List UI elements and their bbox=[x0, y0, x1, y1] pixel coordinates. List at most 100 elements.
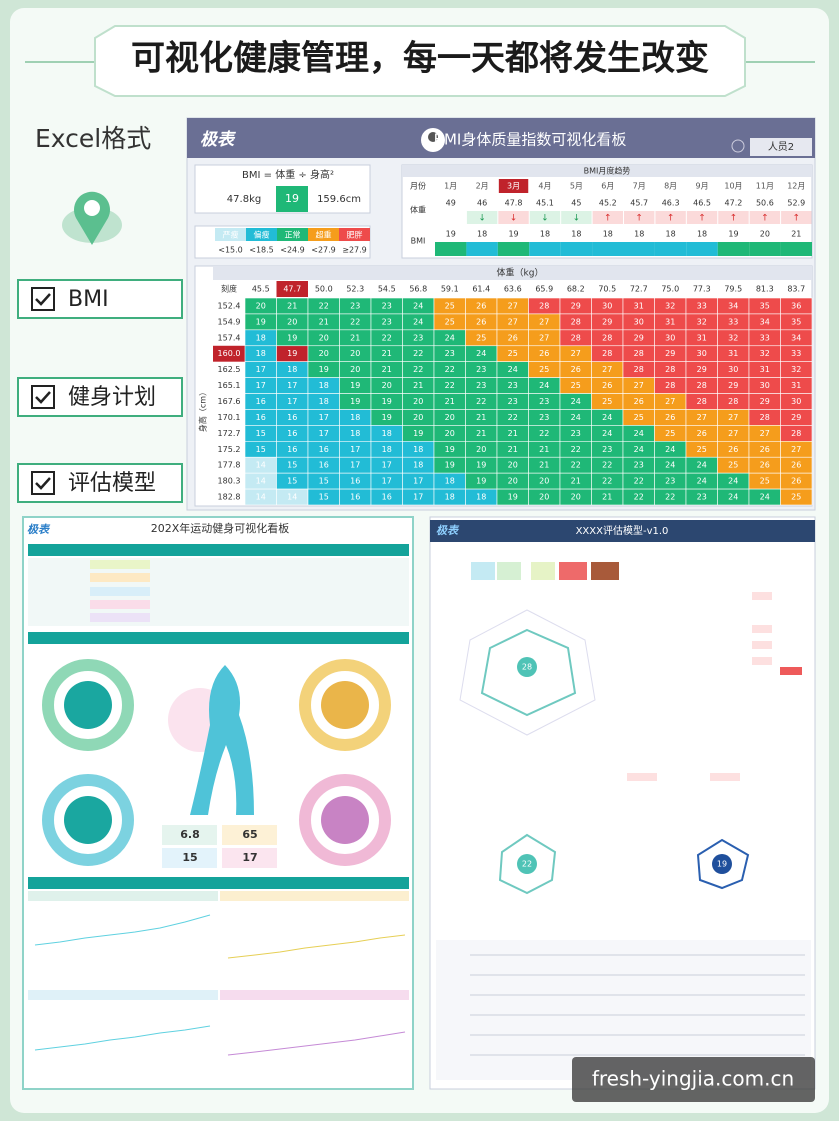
bmi-cell-value: 26 bbox=[697, 429, 707, 438]
bmi-cell-value: 35 bbox=[760, 301, 770, 310]
bmi-cell-value: 22 bbox=[382, 333, 392, 342]
bmi-cell-value: 31 bbox=[665, 317, 675, 326]
level-swatch bbox=[246, 228, 277, 241]
height-label: 157.4 bbox=[218, 333, 241, 342]
bmi-cell-value: 18 bbox=[350, 429, 360, 438]
weight-header: 63.6 bbox=[504, 285, 522, 294]
bmi-cell-value: 22 bbox=[634, 477, 644, 486]
bmi-cell-value: 17 bbox=[256, 365, 266, 374]
bmi-value: 19 bbox=[285, 192, 299, 205]
table-corner: 刻度 bbox=[221, 284, 237, 294]
bmi-cell-value: 24 bbox=[602, 413, 612, 422]
month: 7月 bbox=[633, 182, 646, 191]
bmi-cell-value: 25 bbox=[571, 381, 581, 390]
bmi-cell-value: 23 bbox=[476, 381, 486, 390]
bmi-cell-value: 18 bbox=[445, 477, 455, 486]
level-name: 偏瘦 bbox=[254, 230, 270, 240]
bmi-cell-value: 24 bbox=[508, 365, 518, 374]
bmi-cell-value: 17 bbox=[350, 461, 360, 470]
bmi-cell-value: 29 bbox=[665, 349, 675, 358]
feature-label: 健身计划 bbox=[68, 385, 156, 410]
table-title: 体重（kg） bbox=[497, 267, 544, 279]
bmi-cell-value: 23 bbox=[350, 301, 360, 310]
bmi-cell-value: 21 bbox=[602, 493, 612, 502]
month-bmi: 18 bbox=[540, 230, 550, 239]
month-bmi: 19 bbox=[508, 230, 518, 239]
bmi-cell-value: 19 bbox=[382, 397, 392, 406]
bmi-level-bar bbox=[466, 242, 498, 256]
height-label: 175.2 bbox=[218, 445, 241, 454]
bmi-cell-value: 19 bbox=[445, 445, 455, 454]
bmi-cell-value: 31 bbox=[760, 365, 770, 374]
month-bmi: 19 bbox=[446, 230, 456, 239]
bmi-cell-value: 17 bbox=[319, 429, 329, 438]
user-name: 人员2 bbox=[768, 141, 794, 153]
bmi-cell-value: 21 bbox=[382, 349, 392, 358]
bmi-board: 极表 BMI身体质量指数可视化看板 人员2 BMI = 体重 ÷ 身高² 47.… bbox=[186, 117, 816, 511]
bmi-level-bar bbox=[592, 242, 624, 256]
month: 3月 bbox=[507, 182, 520, 191]
bmi-cell-value: 25 bbox=[445, 301, 455, 310]
bmi-cell-value: 16 bbox=[319, 461, 329, 470]
height-label: 152.4 bbox=[218, 301, 241, 310]
bmi-cell-value: 26 bbox=[728, 445, 738, 454]
weight-highlight bbox=[276, 281, 308, 297]
arrow-cell bbox=[466, 211, 498, 224]
trend-row-label: 月份 bbox=[410, 181, 426, 191]
bmi-cell-value: 20 bbox=[319, 349, 329, 358]
bmi-cell-value: 27 bbox=[728, 413, 738, 422]
bmi-cell-value: 27 bbox=[539, 333, 549, 342]
bmi-cell-value: 15 bbox=[319, 493, 329, 502]
bmi-cell-value: 22 bbox=[413, 365, 423, 374]
bmi-level-bar bbox=[623, 242, 655, 256]
month-weight: 46.3 bbox=[662, 199, 680, 208]
bmi-cell-value: 20 bbox=[508, 477, 518, 486]
format-label: Excel格式 bbox=[35, 124, 151, 153]
bmi-cell-value: 14 bbox=[287, 493, 297, 502]
trend-title: BMI月度趋势 bbox=[584, 166, 631, 176]
bmi-cell-value: 20 bbox=[571, 493, 581, 502]
level-range: <15.0 bbox=[218, 246, 243, 255]
bmi-cell-value: 33 bbox=[697, 301, 707, 310]
bmi-cell-value: 14 bbox=[256, 493, 266, 502]
bmi-cell-value: 20 bbox=[382, 381, 392, 390]
bmi-cell-value: 24 bbox=[413, 317, 423, 326]
bmi-cell-value: 22 bbox=[350, 317, 360, 326]
bmi-cell-value: 22 bbox=[539, 429, 549, 438]
level-swatch bbox=[308, 228, 339, 241]
bmi-cell-value: 17 bbox=[256, 381, 266, 390]
bmi-cell-value: 21 bbox=[445, 397, 455, 406]
bmi-cell-value: 24 bbox=[665, 461, 675, 470]
bmi-cell-value: 27 bbox=[634, 381, 644, 390]
bmi-cell-value: 28 bbox=[602, 333, 612, 342]
weight-header: 72.7 bbox=[630, 285, 648, 294]
bmi-cell-value: 19 bbox=[256, 317, 266, 326]
feature-label: BMI bbox=[68, 287, 109, 312]
bmi-cell-value: 26 bbox=[476, 301, 486, 310]
bmi-cell-value: 29 bbox=[697, 365, 707, 374]
bmi-cell-value: 15 bbox=[287, 477, 297, 486]
month-weight: 47.8 bbox=[505, 199, 523, 208]
fitness-stat: 65 bbox=[242, 828, 257, 841]
bmi-level-bar bbox=[529, 242, 561, 256]
bmi-cell-value: 34 bbox=[791, 333, 801, 342]
weight-header: 45.5 bbox=[252, 285, 270, 294]
bmi-cell-value: 19 bbox=[319, 365, 329, 374]
arrow-cell bbox=[781, 211, 812, 224]
eval-title: XXXX评估模型-v1.0 bbox=[576, 524, 669, 537]
month-weight: 47.2 bbox=[725, 199, 743, 208]
fitness-board: 极表 202X年运动健身可视化看板 6.8 65 15 17 bbox=[22, 516, 414, 1090]
arrow-cell bbox=[686, 211, 718, 224]
bmi-cell-value: 26 bbox=[760, 445, 770, 454]
bmi-cell-value: 30 bbox=[791, 397, 801, 406]
bmi-cell-value: 20 bbox=[350, 365, 360, 374]
bmi-cell-value: 23 bbox=[697, 493, 707, 502]
height-label: 170.1 bbox=[218, 413, 241, 422]
bmi-cell-value: 23 bbox=[445, 349, 455, 358]
bmi-cell-value: 21 bbox=[508, 429, 518, 438]
bmi-cell-value: 25 bbox=[445, 317, 455, 326]
bmi-cell-value: 33 bbox=[760, 333, 770, 342]
bmi-cell-value: 20 bbox=[539, 477, 549, 486]
bmi-cell-value: 26 bbox=[791, 461, 801, 470]
arrow-cell bbox=[561, 211, 592, 224]
